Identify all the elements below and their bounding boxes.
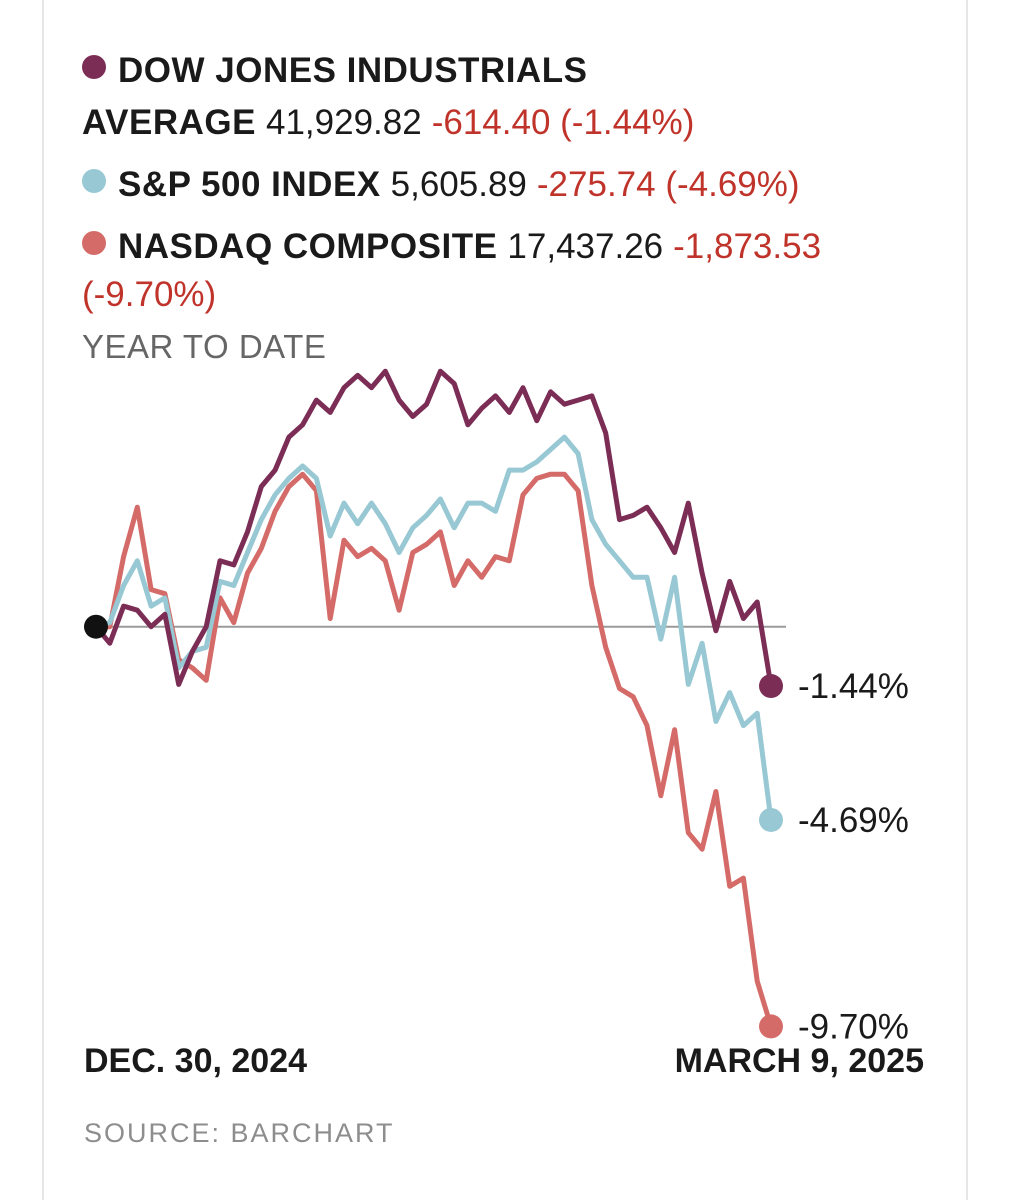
series-end-label-1: -4.69% [798, 801, 909, 840]
legend-value-dow: 41,929.82 [266, 103, 422, 142]
series-end-label-0: -1.44% [798, 667, 909, 706]
chart-subtitle: YEAR TO DATE [82, 328, 327, 365]
legend-name-sp500: S&P 500 INDEX [118, 165, 381, 204]
legend-sp500: S&P 500 INDEX 5,605.89 -275.74 (-4.69%) [82, 154, 942, 216]
frame-right-border [966, 0, 968, 1200]
legend-change-nasdaq: -1,873.53 [673, 227, 822, 266]
x-end-label: MARCH 9, 2025 [674, 1042, 924, 1080]
chart-card: DOW JONES INDUSTRIALS AVERAGE 41,929.82 -6… [82, 40, 942, 366]
legend-nasdaq: NASDAQ COMPOSITE 17,437.26 -1,873.53 [82, 216, 942, 278]
legend-dow-line2: AVERAGE 41,929.82 -614.40 (-1.44%) [82, 92, 942, 154]
series-line-2 [93, 471, 774, 1029]
legend-name-dow-cont: AVERAGE [82, 103, 256, 142]
legend-value-sp500: 5,605.89 [390, 165, 527, 204]
series-end-dot-0 [759, 674, 783, 699]
x-start-label: DEC. 30, 2024 [84, 1042, 308, 1080]
legend-change-dow: -614.40 (-1.44%) [431, 103, 695, 142]
series-line-0 [93, 368, 774, 689]
series-line-1 [93, 434, 774, 823]
series-end-dot-2 [759, 1014, 783, 1039]
legend-dot-sp500 [82, 169, 106, 193]
legend-value-nasdaq: 17,437.26 [507, 227, 664, 266]
legend-dot-nasdaq [82, 231, 106, 255]
legend-name-nasdaq: NASDAQ COMPOSITE [118, 227, 498, 266]
start-dot [84, 614, 108, 639]
legend-nasdaq-line2: (-9.70%) [82, 264, 942, 326]
legend-dow: DOW JONES INDUSTRIALS [82, 40, 942, 102]
series-end-label-2: -9.70% [798, 1007, 909, 1046]
legend-change-sp500: -275.74 (-4.69%) [536, 165, 800, 204]
legend-dot-dow [82, 55, 106, 79]
legend-name-dow: DOW JONES INDUSTRIALS [118, 51, 588, 90]
legend-change-nasdaq-cont: (-9.70%) [82, 275, 217, 314]
source-note: SOURCE: BARCHART [84, 1118, 395, 1148]
frame-left-border [42, 0, 44, 1200]
series-end-dot-1 [759, 807, 783, 832]
